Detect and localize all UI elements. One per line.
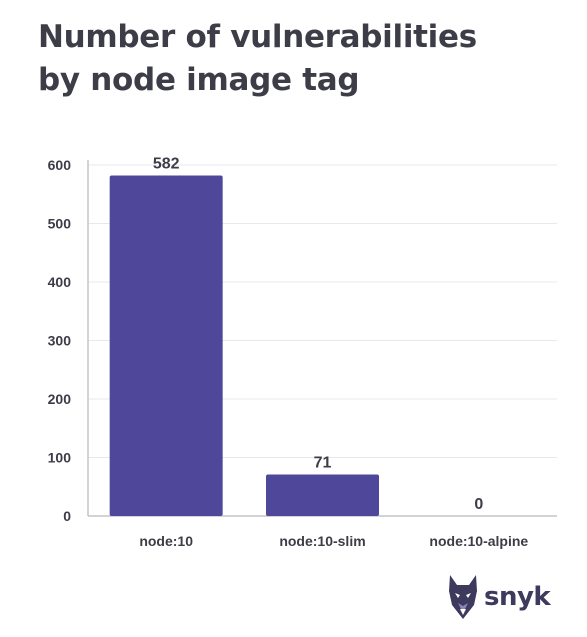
snyk-logo: snyk [446,575,551,619]
chart-title: Number of vulnerabilities by node image … [38,16,558,102]
data-label: 582 [153,156,180,173]
bar [109,175,223,516]
y-tick-label: 600 [48,157,72,173]
doberman-dog-icon [449,575,477,619]
y-tick-label: 0 [63,508,71,524]
chart-title-line-1: Number of vulnerabilities [38,19,477,55]
x-axis-category-labels: node:10 node:10-slim node:10-alpine [139,533,528,549]
y-tick-label: 200 [48,391,72,407]
data-labels: 582 71 0 [153,156,484,513]
y-tick-label: 500 [48,216,72,232]
data-label: 71 [314,454,332,471]
bar [266,474,379,516]
data-label: 0 [474,496,483,513]
category-label: node:10-slim [279,533,365,549]
category-label: node:10-alpine [429,533,528,549]
chart-title-line-2: by node image tag [38,62,360,98]
y-tick-label: 100 [48,450,72,466]
logo-wordmark: snyk [484,582,551,612]
bars [109,175,379,516]
y-tick-label: 400 [48,274,72,290]
y-tick-label: 300 [48,333,72,349]
category-label: node:10 [139,533,193,549]
y-axis-tick-labels: 0 100 200 300 400 500 600 [48,157,72,524]
